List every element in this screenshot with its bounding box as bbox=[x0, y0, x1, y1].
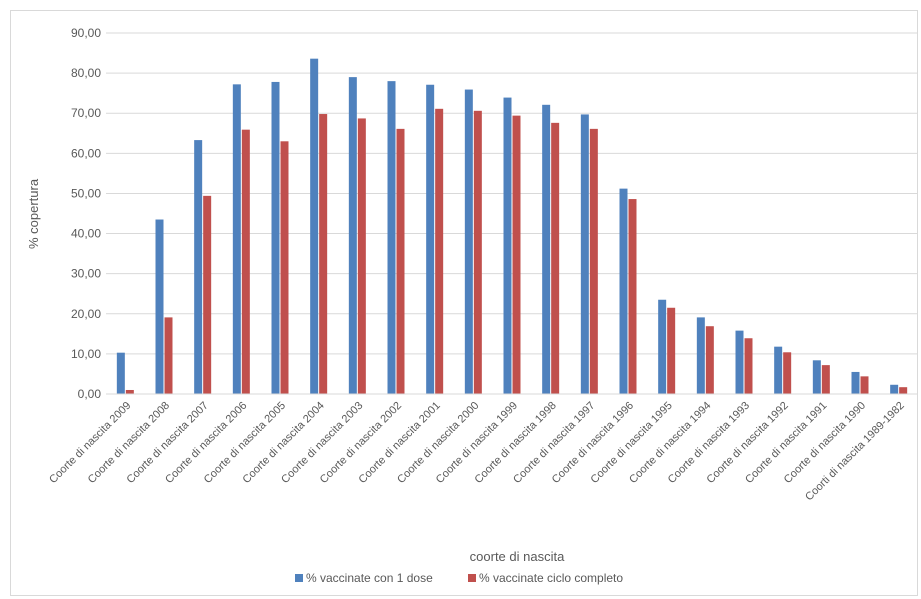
bar-1-dose bbox=[851, 371, 860, 394]
bar-1-dose bbox=[464, 89, 473, 394]
bar-ciclo-completo bbox=[280, 141, 289, 394]
bar-ciclo-completo bbox=[667, 307, 676, 394]
bar-ciclo-completo bbox=[860, 376, 869, 394]
bar-ciclo-completo bbox=[473, 110, 482, 394]
legend-label-ciclo-completo: % vaccinate ciclo completo bbox=[479, 571, 623, 585]
bar-1-dose bbox=[503, 97, 512, 394]
bar-1-dose bbox=[155, 219, 164, 394]
bar-1-dose bbox=[426, 84, 435, 394]
bar-1-dose bbox=[542, 104, 551, 394]
bar-1-dose bbox=[194, 140, 203, 394]
bar-1-dose bbox=[774, 346, 783, 394]
bar-1-dose bbox=[271, 81, 280, 395]
bar-1-dose bbox=[658, 299, 667, 394]
y-axis-title: % copertura bbox=[26, 178, 41, 249]
bar-ciclo-completo bbox=[628, 199, 637, 394]
bar-1-dose bbox=[387, 81, 396, 394]
legend-label-1-dose: % vaccinate con 1 dose bbox=[306, 571, 433, 585]
legend-swatch-1-dose bbox=[295, 574, 303, 582]
legend-swatch-ciclo-completo bbox=[468, 574, 476, 582]
y-tick-label: 0,00 bbox=[78, 387, 102, 401]
bar-ciclo-completo bbox=[821, 365, 830, 394]
gridlines bbox=[106, 32, 918, 395]
bar-1-dose bbox=[580, 114, 589, 395]
y-tick-label: 40,00 bbox=[71, 227, 101, 241]
bar-ciclo-completo bbox=[783, 352, 792, 394]
y-tick-label: 10,00 bbox=[71, 347, 101, 361]
y-tick-label: 50,00 bbox=[71, 186, 101, 200]
bar-1-dose bbox=[812, 360, 821, 394]
bar-1-dose bbox=[735, 330, 744, 394]
x-axis-title: coorte di nascita bbox=[470, 549, 565, 564]
bar-ciclo-completo bbox=[319, 114, 328, 394]
bar-1-dose bbox=[696, 317, 705, 394]
bar-ciclo-completo bbox=[396, 128, 405, 395]
bar-ciclo-completo bbox=[705, 326, 714, 394]
bar-ciclo-completo bbox=[435, 108, 444, 394]
bar-ciclo-completo bbox=[899, 387, 908, 394]
y-axis-ticks: 0,00 10,00 20,00 30,00 40,00 50,00 60,00 70,00 8… bbox=[71, 26, 101, 401]
bar-ciclo-completo bbox=[512, 115, 521, 394]
bar-1-dose bbox=[232, 84, 241, 394]
y-tick-label: 30,00 bbox=[71, 267, 101, 281]
bar-ciclo-completo bbox=[589, 128, 598, 395]
bar-ciclo-completo bbox=[203, 195, 212, 394]
y-tick-label: 80,00 bbox=[71, 66, 101, 80]
y-tick-label: 20,00 bbox=[71, 307, 101, 321]
bars bbox=[116, 58, 908, 395]
bar-1-dose bbox=[348, 77, 357, 394]
bar-ciclo-completo bbox=[357, 118, 366, 394]
bar-ciclo-completo bbox=[744, 338, 753, 394]
bar-ciclo-completo bbox=[164, 317, 173, 394]
y-tick-label: 90,00 bbox=[71, 26, 101, 40]
legend: % vaccinate con 1 dose % vaccinate ciclo… bbox=[295, 571, 623, 585]
bar-1-dose bbox=[310, 58, 319, 394]
bar-ciclo-completo bbox=[241, 129, 250, 394]
bar-ciclo-completo bbox=[551, 122, 560, 395]
y-tick-label: 70,00 bbox=[71, 106, 101, 120]
bar-1-dose bbox=[619, 188, 628, 394]
bar-1-dose bbox=[890, 384, 899, 394]
bar-ciclo-completo bbox=[125, 389, 134, 394]
bar-1-dose bbox=[116, 352, 125, 394]
y-tick-label: 60,00 bbox=[71, 146, 101, 160]
